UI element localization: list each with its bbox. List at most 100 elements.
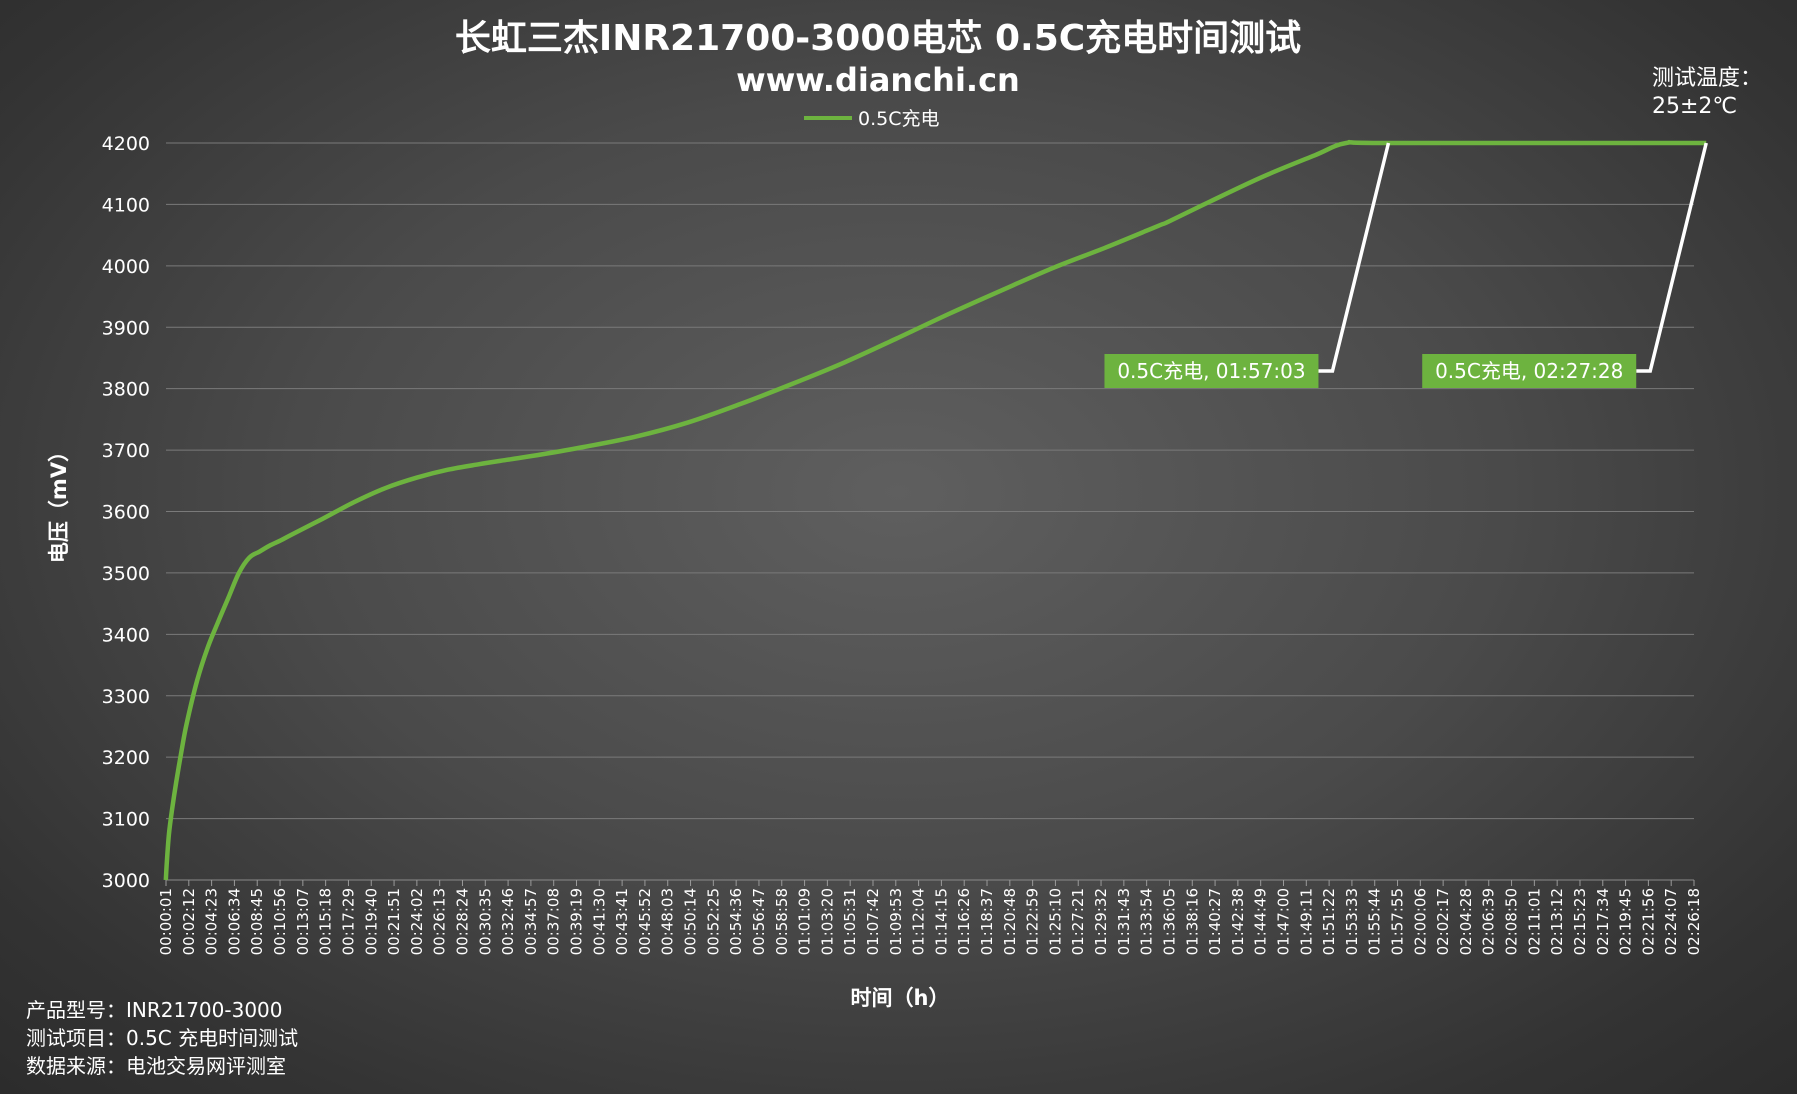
legend: 0.5C充电 (804, 108, 939, 130)
x-tick-label: 01:53:33 (1343, 888, 1361, 955)
x-tick-label: 01:55:44 (1366, 888, 1384, 955)
x-tick-label: 00:30:35 (476, 888, 494, 955)
annotation-label: 0.5C充电, 01:57:03 (1117, 359, 1305, 383)
x-tick-label: 01:29:32 (1092, 888, 1110, 955)
annotation-leader-line (1636, 142, 1708, 373)
y-tick-label: 3300 (102, 686, 150, 708)
annotation-leader-line (1318, 142, 1391, 373)
y-axis-ticks: 3000 3100 3200 3300 3400 3500 3600 3700 3800 3900… (102, 133, 150, 892)
x-tick-label: 02:04:28 (1457, 888, 1475, 955)
x-tick-label: 01:20:48 (1001, 888, 1019, 955)
y-tick-label: 3900 (102, 317, 150, 339)
x-tick-label: 01:16:26 (955, 888, 973, 955)
x-tick-label: 00:54:36 (727, 888, 745, 955)
x-tick-label: 01:03:20 (818, 888, 836, 955)
x-tick-label: 00:08:45 (248, 888, 266, 955)
y-tick-label: 3500 (102, 563, 150, 585)
y-tick-label: 4000 (102, 256, 150, 278)
x-tick-label: 00:10:56 (271, 888, 289, 955)
x-tick-label: 01:18:37 (978, 888, 996, 955)
x-tick-label: 00:32:46 (499, 888, 517, 955)
x-tick-label: 00:00:01 (157, 888, 175, 955)
x-tick-label: 02:00:06 (1411, 888, 1429, 955)
x-tick-label: 01:09:53 (887, 888, 905, 955)
x-tick-label: 00:58:58 (773, 888, 791, 955)
x-tick-label: 02:17:34 (1594, 888, 1612, 955)
y-tick-label: 3000 (102, 870, 150, 892)
series-layer (163, 139, 1707, 881)
x-tick-label: 01:49:11 (1297, 888, 1315, 955)
test-temperature-label: 测试温度： (1652, 66, 1763, 91)
x-tick-label: 02:21:56 (1639, 888, 1657, 955)
info-model: 产品型号：INR21700-3000 (26, 998, 283, 1022)
x-tick-label: 00:02:12 (180, 888, 198, 955)
x-tick-label: 00:17:29 (339, 888, 357, 955)
x-tick-label: 00:04:23 (203, 888, 221, 955)
annotation-label: 0.5C充电, 02:27:28 (1435, 359, 1623, 383)
y-tick-label: 3700 (102, 440, 150, 462)
x-tick-label: 00:19:40 (362, 888, 380, 955)
x-tick-label: 01:31:43 (1115, 888, 1133, 955)
x-axis-ticks: 00:00:01 00:02:12 00:04:23 00:06:34 00:08:45… (157, 880, 1703, 955)
x-tick-label: 00:50:14 (682, 888, 700, 955)
x-tick-label: 00:37:08 (545, 888, 563, 955)
x-tick-label: 01:42:38 (1229, 888, 1247, 955)
x-tick-label: 01:38:16 (1183, 888, 1201, 955)
y-tick-label: 3200 (102, 747, 150, 769)
x-tick-label: 02:19:45 (1617, 888, 1635, 955)
x-tick-label: 01:01:09 (796, 888, 814, 955)
x-tick-label: 02:13:12 (1548, 888, 1566, 955)
x-tick-label: 00:56:47 (750, 888, 768, 955)
y-tick-label: 3400 (102, 624, 150, 646)
x-tick-label: 01:44:49 (1252, 888, 1270, 955)
x-tick-label: 00:39:19 (568, 888, 586, 955)
annotations: 0.5C充电, 01:57:03 0.5C充电, 02:27:28 (1104, 142, 1708, 388)
annotation-box (1104, 354, 1319, 388)
x-tick-label: 02:02:17 (1434, 888, 1452, 955)
x-tick-label: 01:12:04 (910, 888, 928, 955)
y-tick-label: 4100 (102, 194, 150, 216)
test-temperature-value: 25±2℃ (1652, 94, 1738, 119)
x-tick-label: 01:33:54 (1138, 888, 1156, 955)
x-tick-label: 00:13:07 (294, 888, 312, 955)
x-tick-label: 02:08:50 (1503, 888, 1521, 955)
x-tick-label: 01:40:27 (1206, 888, 1224, 955)
x-tick-label: 01:05:31 (841, 888, 859, 955)
x-tick-label: 00:21:51 (385, 888, 403, 955)
x-tick-label: 02:26:18 (1685, 888, 1703, 955)
series-line-0.5C (163, 139, 1707, 881)
x-tick-label: 02:24:07 (1662, 888, 1680, 955)
x-tick-label: 00:06:34 (225, 888, 243, 955)
info-data-source: 数据来源：电池交易网评测室 (26, 1054, 286, 1078)
info-test-item: 测试项目：0.5C 充电时间测试 (26, 1026, 299, 1050)
x-tick-label: 01:47:00 (1274, 888, 1292, 955)
x-tick-label: 02:06:39 (1480, 888, 1498, 955)
x-tick-label: 00:41:30 (590, 888, 608, 955)
x-tick-label: 00:43:41 (613, 888, 631, 955)
x-tick-label: 01:57:55 (1389, 888, 1407, 955)
x-tick-label: 02:11:01 (1525, 888, 1543, 955)
x-axis-label: 时间（h） (851, 986, 950, 1010)
x-tick-label: 01:36:05 (1160, 888, 1178, 955)
chart-title: 长虹三杰INR21700-3000电芯 0.5C充电时间测试 (455, 18, 1301, 59)
x-tick-label: 00:52:25 (704, 888, 722, 955)
x-tick-label: 01:51:22 (1320, 888, 1338, 955)
x-tick-label: 00:34:57 (522, 888, 540, 955)
x-tick-label: 00:48:03 (659, 888, 677, 955)
chart-subtitle: www.dianchi.cn (736, 61, 1020, 99)
x-tick-label: 01:22:59 (1024, 888, 1042, 955)
x-tick-label: 01:14:15 (932, 888, 950, 955)
x-tick-label: 01:07:42 (864, 888, 882, 955)
y-tick-label: 4200 (102, 133, 150, 155)
x-tick-label: 01:25:10 (1046, 888, 1064, 955)
y-axis-label: 电压（mV） (47, 441, 71, 563)
y-tick-label: 3100 (102, 809, 150, 831)
y-tick-label: 3600 (102, 502, 150, 524)
legend-label: 0.5C充电 (858, 108, 939, 130)
x-tick-label: 00:45:52 (636, 888, 654, 955)
x-tick-label: 00:26:13 (431, 888, 449, 955)
y-tick-label: 3800 (102, 379, 150, 401)
x-tick-label: 00:28:24 (453, 888, 471, 955)
annotation-box (1422, 354, 1637, 388)
